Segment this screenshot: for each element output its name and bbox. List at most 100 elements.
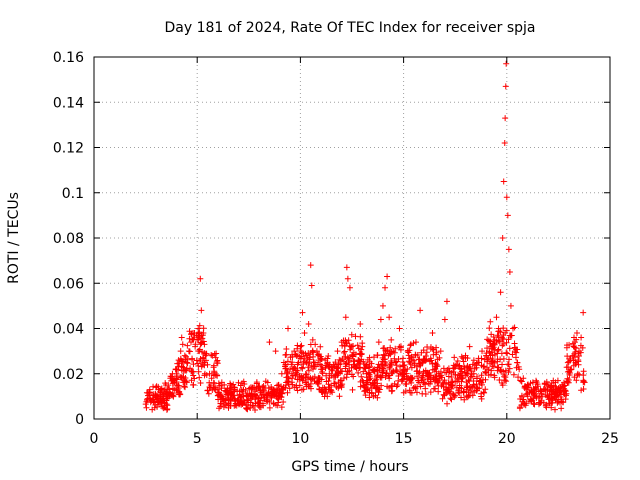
data-point bbox=[259, 400, 266, 407]
data-point bbox=[217, 393, 224, 400]
data-point bbox=[214, 386, 221, 393]
data-point bbox=[344, 368, 351, 375]
data-point bbox=[470, 370, 477, 377]
data-point bbox=[309, 336, 316, 343]
data-point bbox=[169, 370, 176, 377]
data-point bbox=[404, 348, 411, 355]
data-point bbox=[412, 339, 419, 346]
data-point bbox=[445, 365, 452, 372]
data-point bbox=[359, 343, 366, 350]
data-point bbox=[503, 378, 510, 385]
data-point bbox=[463, 384, 470, 391]
data-point bbox=[146, 386, 153, 393]
data-point bbox=[556, 399, 563, 406]
data-point bbox=[493, 314, 500, 321]
data-point bbox=[518, 392, 525, 399]
data-point bbox=[448, 383, 455, 390]
data-point bbox=[212, 354, 219, 361]
data-point bbox=[252, 406, 259, 413]
data-point bbox=[473, 387, 480, 394]
data-point bbox=[479, 376, 486, 383]
data-point bbox=[407, 342, 414, 349]
data-point bbox=[208, 351, 215, 358]
data-point bbox=[298, 386, 305, 393]
data-point bbox=[274, 402, 281, 409]
data-point bbox=[325, 381, 332, 388]
data-point bbox=[466, 343, 473, 350]
data-point bbox=[373, 373, 380, 380]
data-point bbox=[343, 360, 350, 367]
data-point bbox=[349, 386, 356, 393]
data-point bbox=[410, 340, 417, 347]
data-point bbox=[426, 380, 433, 387]
data-point bbox=[326, 363, 333, 370]
data-point bbox=[381, 344, 388, 351]
data-point bbox=[289, 381, 296, 388]
data-point bbox=[384, 383, 391, 390]
data-point bbox=[401, 362, 408, 369]
data-point bbox=[231, 386, 238, 393]
data-point bbox=[564, 353, 571, 360]
data-point bbox=[253, 380, 260, 387]
data-point bbox=[372, 384, 379, 391]
data-point bbox=[235, 379, 242, 386]
data-point bbox=[349, 352, 355, 359]
data-point bbox=[185, 348, 192, 355]
data-point bbox=[429, 330, 436, 337]
data-point bbox=[548, 387, 555, 394]
x-tick-label: 25 bbox=[601, 431, 619, 447]
data-point bbox=[359, 377, 366, 384]
data-point bbox=[407, 341, 414, 348]
data-point bbox=[503, 194, 510, 201]
data-point bbox=[456, 382, 463, 389]
data-point bbox=[580, 379, 587, 386]
data-point bbox=[456, 390, 463, 397]
data-point bbox=[357, 320, 364, 327]
data-point bbox=[292, 351, 299, 358]
data-point bbox=[481, 356, 488, 363]
data-point bbox=[402, 380, 409, 387]
data-point bbox=[374, 367, 381, 374]
data-point bbox=[150, 383, 157, 390]
data-point bbox=[302, 370, 309, 377]
data-point bbox=[375, 339, 382, 346]
x-axis-label: GPS time / hours bbox=[291, 459, 408, 475]
data-point bbox=[574, 370, 581, 377]
data-point bbox=[381, 362, 388, 369]
data-point bbox=[427, 389, 434, 396]
data-point bbox=[363, 386, 370, 393]
data-point bbox=[188, 339, 195, 346]
data-point bbox=[518, 378, 525, 385]
data-point bbox=[429, 366, 436, 373]
data-point bbox=[503, 327, 510, 334]
data-point bbox=[195, 325, 202, 332]
data-point bbox=[314, 351, 321, 358]
data-point bbox=[299, 309, 306, 316]
data-point bbox=[450, 391, 457, 398]
data-point bbox=[295, 359, 302, 366]
data-point bbox=[490, 340, 497, 347]
data-point bbox=[223, 388, 230, 395]
data-point bbox=[305, 383, 312, 390]
data-point bbox=[190, 381, 197, 388]
data-point bbox=[159, 393, 166, 400]
data-point bbox=[335, 368, 342, 375]
data-point bbox=[371, 366, 378, 373]
data-point bbox=[478, 379, 485, 386]
data-point bbox=[204, 361, 211, 368]
data-point bbox=[565, 379, 572, 386]
data-point bbox=[571, 339, 578, 346]
data-point bbox=[270, 400, 277, 407]
data-point bbox=[148, 397, 155, 404]
data-point bbox=[243, 406, 250, 413]
data-point bbox=[163, 391, 170, 398]
data-point bbox=[305, 320, 312, 327]
data-point bbox=[164, 406, 171, 413]
data-point bbox=[446, 384, 453, 391]
data-point bbox=[433, 351, 440, 358]
data-point bbox=[247, 384, 254, 391]
data-point bbox=[298, 342, 305, 349]
data-point bbox=[272, 348, 279, 355]
data-point bbox=[483, 352, 490, 359]
data-point bbox=[471, 365, 478, 372]
